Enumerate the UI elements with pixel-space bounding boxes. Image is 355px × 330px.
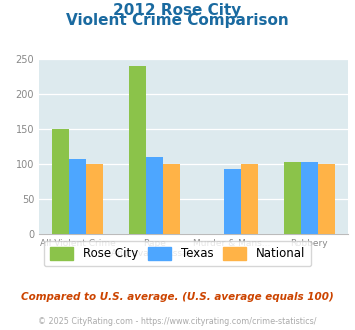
Legend: Rose City, Texas, National: Rose City, Texas, National	[44, 241, 311, 266]
Bar	[284, 162, 301, 234]
Text: Robbery: Robbery	[290, 239, 328, 248]
Text: Violent Crime Comparison: Violent Crime Comparison	[66, 13, 289, 28]
Bar	[163, 164, 180, 234]
Bar	[224, 169, 241, 234]
Bar	[86, 164, 103, 234]
Text: Rape: Rape	[143, 239, 166, 248]
Text: Aggravated Assault: Aggravated Assault	[111, 249, 199, 258]
Bar	[318, 164, 335, 234]
Bar	[129, 66, 146, 234]
Bar	[301, 162, 318, 234]
Text: Compared to U.S. average. (U.S. average equals 100): Compared to U.S. average. (U.S. average …	[21, 292, 334, 302]
Bar	[241, 164, 258, 234]
Bar	[146, 157, 163, 234]
Bar	[69, 159, 86, 234]
Text: Murder & Mans...: Murder & Mans...	[193, 239, 271, 248]
Text: © 2025 CityRating.com - https://www.cityrating.com/crime-statistics/: © 2025 CityRating.com - https://www.city…	[38, 317, 317, 326]
Bar	[52, 129, 69, 234]
Text: 2012 Rose City: 2012 Rose City	[113, 3, 242, 18]
Text: All Violent Crime: All Violent Crime	[40, 239, 115, 248]
